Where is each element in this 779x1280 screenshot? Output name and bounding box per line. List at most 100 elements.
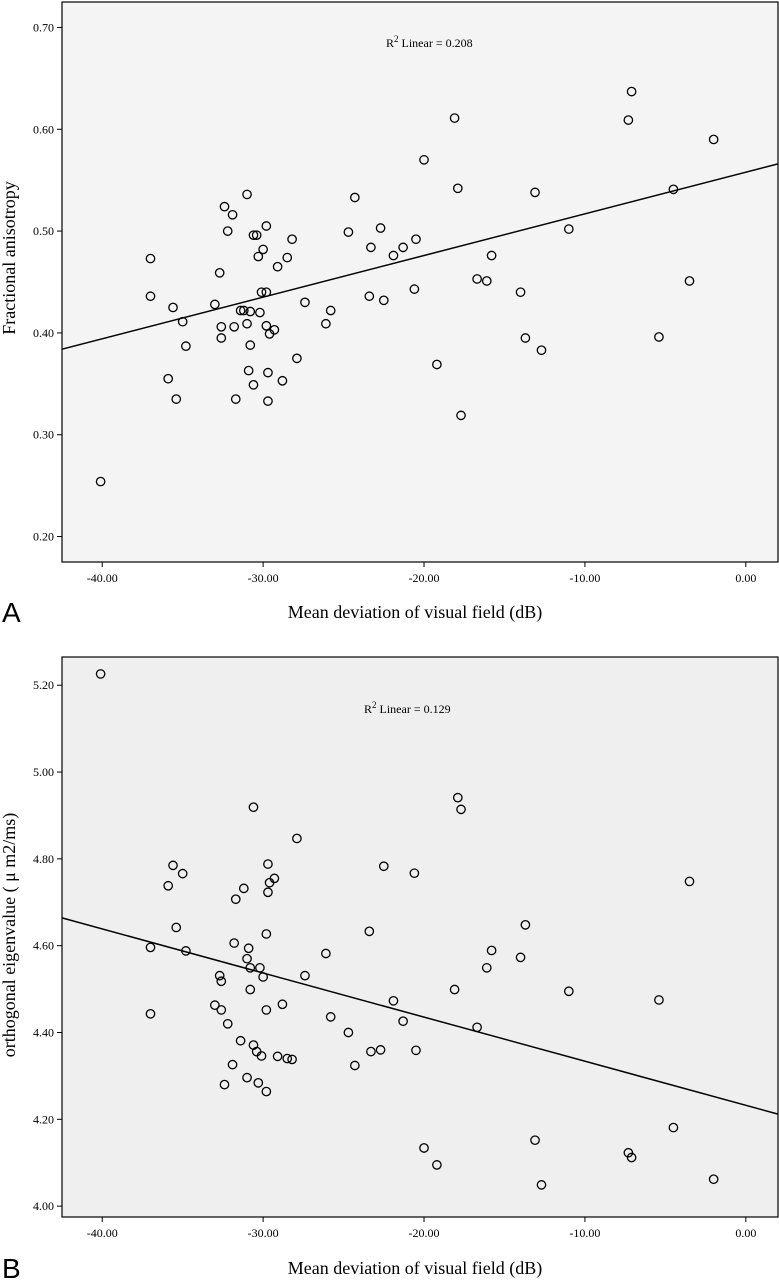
x-tick-label: -20.00 [409, 1226, 440, 1240]
data-point [238, 305, 249, 316]
data-point [210, 299, 220, 310]
data-point [623, 1147, 634, 1158]
data-point [626, 86, 637, 97]
data-point [375, 223, 386, 233]
data-point [235, 305, 246, 316]
data-point [481, 276, 492, 286]
data-point [248, 802, 259, 813]
data-point [282, 252, 293, 263]
data-point [536, 1180, 547, 1190]
x-tick-label: -40.00 [87, 1226, 118, 1240]
data-point [258, 244, 268, 255]
data-point [222, 1018, 233, 1029]
data-point [245, 984, 256, 995]
x-axis-title: Mean deviation of visual field (dB) [288, 1258, 542, 1279]
data-point [398, 1016, 408, 1027]
data-point [486, 945, 497, 956]
data-point [261, 929, 272, 939]
data-point [243, 943, 254, 954]
data-point [398, 242, 408, 253]
data-point [248, 230, 259, 241]
data-point [343, 227, 354, 237]
y-tick-label: 5.20 [33, 678, 54, 692]
y-tick-label: 0.40 [33, 326, 54, 340]
data-point [216, 321, 227, 332]
data-point [245, 962, 256, 973]
data-point [282, 1053, 293, 1064]
data-point [261, 320, 272, 331]
data-point [472, 1022, 482, 1033]
data-point [481, 962, 492, 973]
r2-symbol: R [364, 702, 372, 716]
data-point [419, 1143, 429, 1153]
data-point [366, 242, 376, 253]
data-point [245, 340, 256, 350]
data-point [449, 984, 460, 995]
data-point [261, 221, 272, 231]
data-point [456, 410, 466, 421]
y-axis-title: orthogonal eigenvalue ( μ m2/ms) [0, 813, 20, 1058]
y-tick-label: 4.20 [33, 1112, 54, 1126]
data-point [145, 253, 156, 264]
data-point [255, 962, 265, 973]
data-point [419, 154, 429, 165]
data-point [277, 375, 288, 386]
data-point [343, 1027, 354, 1038]
data-point [378, 861, 389, 872]
data-point [325, 305, 336, 316]
x-tick-label: -30.00 [248, 571, 279, 585]
data-point [251, 230, 262, 241]
data-point [411, 234, 421, 245]
x-tick-label: 0.00 [735, 1226, 756, 1240]
data-point [248, 379, 259, 390]
data-point [409, 868, 420, 879]
data-point [253, 1078, 264, 1088]
data-point [227, 1059, 238, 1070]
data-point [261, 1005, 272, 1015]
r2-annotation: R2 Linear = 0.129 [364, 700, 451, 716]
x-tick-label: -40.00 [87, 571, 118, 585]
data-point [349, 1060, 360, 1071]
data-point [378, 295, 389, 306]
data-point [243, 365, 254, 376]
data-point [210, 1000, 220, 1011]
x-tick-label: -20.00 [409, 571, 440, 585]
data-point [216, 333, 227, 343]
data-point [520, 919, 531, 930]
data-point [520, 333, 531, 343]
data-point [145, 942, 156, 953]
data-point [242, 189, 252, 200]
data-point [181, 341, 191, 351]
data-point [255, 307, 265, 318]
data-point [375, 1045, 386, 1055]
y-tick-label: 5.00 [33, 765, 54, 779]
data-point [145, 1008, 156, 1019]
data-point [269, 873, 280, 884]
data-point [486, 250, 497, 261]
data-point [530, 187, 540, 198]
data-point [163, 880, 174, 891]
data-point [364, 291, 375, 302]
data-point [654, 995, 664, 1005]
axis-ticks: -40.00 -30.00 -20.00 -10.00 0.00 4.00 4.20 4.40… [33, 678, 756, 1240]
data-point [230, 394, 241, 404]
data-point [409, 284, 420, 294]
data-point [229, 321, 240, 332]
data-point [626, 1152, 637, 1163]
data-point [229, 938, 240, 948]
data-point [95, 669, 106, 679]
data-point [263, 367, 273, 378]
panel-label: B [2, 1253, 21, 1280]
data-point [321, 318, 331, 329]
data-point [536, 345, 547, 356]
data-point [272, 1051, 283, 1062]
y-tick-label: 0.70 [33, 20, 54, 34]
data-point [216, 976, 227, 987]
data-point [216, 1005, 227, 1015]
data-point [623, 115, 634, 125]
data-point [168, 302, 178, 313]
data-point [388, 250, 399, 261]
data-point [95, 476, 106, 487]
data-point [242, 1072, 252, 1083]
